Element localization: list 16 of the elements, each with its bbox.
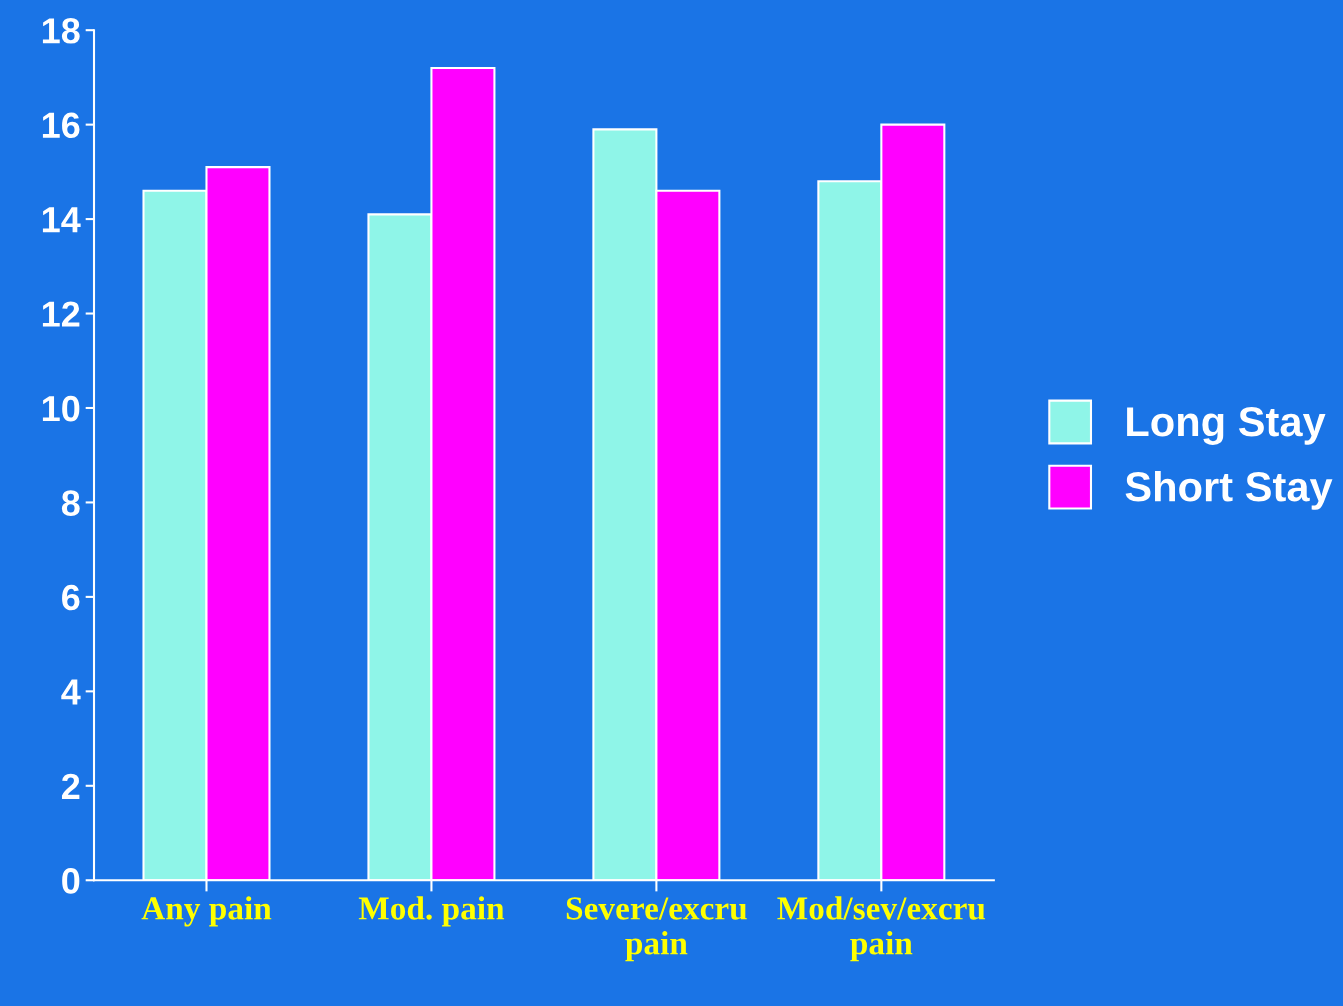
y-tick-label: 16 [42, 112, 80, 139]
x-tick-label: Any pain [141, 896, 272, 927]
y-tick-label: 12 [42, 301, 80, 327]
y-tick-label: 8 [61, 490, 80, 516]
y-tick-label: 10 [42, 395, 80, 422]
y-tick-label: 4 [61, 679, 81, 705]
y-tick-label: 6 [62, 584, 80, 611]
x-tick-label: Severe/excru pain [566, 897, 747, 962]
y-tick-label: 14 [42, 207, 81, 233]
y-tick-label: 18 [42, 18, 80, 44]
legend-label: Long Stay [1127, 406, 1326, 445]
x-tick-label: Mod. pain [358, 896, 505, 927]
x-tick-label: Mod/sev/excru pain [777, 896, 986, 962]
y-tick-label: 2 [61, 773, 80, 799]
y-tick-label: 0 [62, 868, 80, 894]
legend-label: Short Stay [1125, 470, 1333, 510]
